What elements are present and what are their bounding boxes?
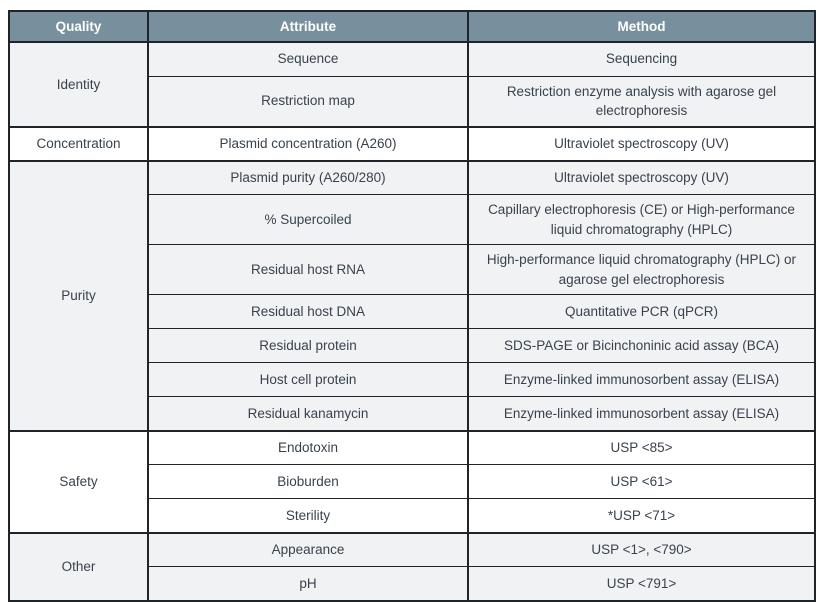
- method-cell: High-performance liquid chromatography (…: [467, 244, 816, 296]
- attribute-cell: % Supercoiled: [147, 194, 469, 246]
- attribute-cell: Sequence: [147, 41, 469, 77]
- method-cell: USP <85>: [467, 429, 816, 466]
- table-row: Concentration Plasmid concentration (A260…: [8, 125, 816, 162]
- table-row: % Supercoiled Capillary electrophoresis (…: [9, 194, 816, 246]
- quality-cell: Identity: [8, 41, 149, 128]
- attribute-cell: Residual protein: [147, 328, 469, 364]
- attribute-cell: Appearance: [147, 531, 469, 568]
- method-cell: Ultraviolet spectroscopy (UV): [467, 159, 816, 196]
- method-cell: Sequencing: [467, 41, 816, 77]
- table-body: Identity Sequence Sequencing Restriction ma…: [8, 41, 816, 602]
- table-row: Safety Endotoxin USP <85>: [8, 429, 816, 534]
- table-row: Residual host RNA High-performance liquid…: [9, 244, 816, 296]
- column-header-method: Method: [467, 10, 816, 43]
- method-cell: Ultraviolet spectroscopy (UV): [467, 125, 816, 162]
- method-cell: *USP <71>: [467, 498, 816, 534]
- attribute-cell: Sterility: [147, 498, 469, 534]
- attribute-cell: Bioburden: [147, 464, 469, 500]
- table-row: Purity Plasmid purity (A260/280) Ultraviol…: [8, 159, 816, 432]
- attribute-cell: Plasmid concentration (A260): [147, 125, 469, 162]
- attribute-cell: pH: [147, 566, 469, 602]
- quality-cell: Other: [8, 531, 149, 602]
- method-cell: Quantitative PCR (qPCR): [467, 294, 816, 330]
- table-row: Other Appearance USP <1>, <790>: [8, 531, 816, 602]
- table-row: Restriction map Restriction enzyme analys…: [9, 75, 816, 128]
- method-cell: Enzyme-linked immunosorbent assay (ELISA…: [467, 396, 816, 432]
- table-row: Residual kanamycin Enzyme-linked immunoso…: [9, 396, 816, 432]
- method-cell: SDS-PAGE or Bicinchoninic acid assay (BC…: [467, 328, 816, 364]
- quality-cell: Purity: [8, 159, 149, 432]
- table-header-row: Quality Attribute Method: [8, 10, 816, 43]
- attribute-cell: Host cell protein: [147, 362, 469, 398]
- plasmid-qc-table: Quality Attribute Method Identity Sequenc…: [8, 10, 816, 602]
- method-cell: Restriction enzyme analysis with agarose…: [467, 75, 816, 128]
- table-row: pH USP <791>: [9, 566, 816, 602]
- column-header-attribute: Attribute: [147, 10, 469, 43]
- attribute-cell: Plasmid purity (A260/280): [147, 159, 469, 196]
- attribute-cell: Residual kanamycin: [147, 396, 469, 432]
- method-cell: Enzyme-linked immunosorbent assay (ELISA…: [467, 362, 816, 398]
- attribute-cell: Endotoxin: [147, 429, 469, 466]
- quality-cell: Concentration: [8, 125, 149, 162]
- table-row: Bioburden USP <61>: [9, 464, 816, 500]
- table-row: Residual protein SDS-PAGE or Bicinchonini…: [9, 328, 816, 364]
- method-cell: USP <1>, <790>: [467, 531, 816, 568]
- attribute-cell: Restriction map: [147, 75, 469, 128]
- table-row: Residual host DNA Quantitative PCR (qPCR): [9, 294, 816, 330]
- attribute-cell: Residual host RNA: [147, 244, 469, 296]
- method-cell: Capillary electrophoresis (CE) or High-p…: [467, 194, 816, 246]
- table-row: Identity Sequence Sequencing: [8, 41, 816, 128]
- table-row: Host cell protein Enzyme-linked immunosor…: [9, 362, 816, 398]
- attribute-cell: Residual host DNA: [147, 294, 469, 330]
- column-header-quality: Quality: [8, 10, 149, 43]
- quality-cell: Safety: [8, 429, 149, 534]
- method-cell: USP <791>: [467, 566, 816, 602]
- table-row: Sterility *USP <71>: [9, 498, 816, 534]
- method-cell: USP <61>: [467, 464, 816, 500]
